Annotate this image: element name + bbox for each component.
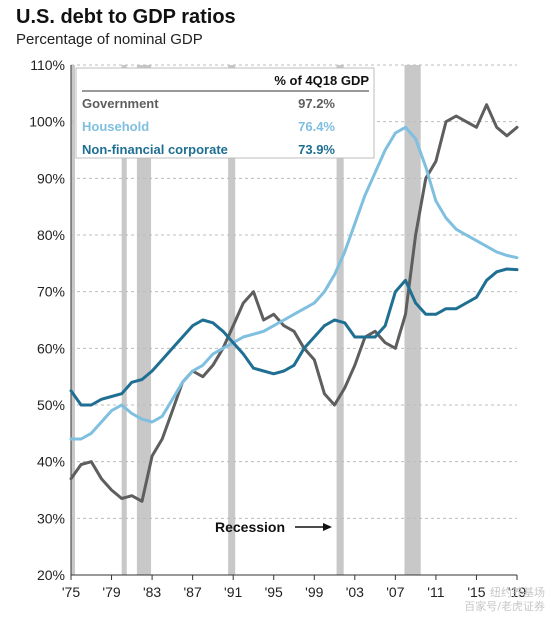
recession-band-1: [121, 65, 127, 575]
x-tick-label: '03: [346, 584, 364, 600]
recession-arrow-icon: [323, 523, 332, 531]
y-tick-label: 70%: [37, 284, 65, 300]
watermark-line-2: 百家号/老虎证券: [464, 600, 545, 613]
y-tick-label: 50%: [37, 397, 65, 413]
legend-label-government: Government: [82, 96, 159, 111]
chart-title: U.S. debt to GDP ratios: [16, 6, 236, 28]
legend-label-household: Household: [82, 119, 149, 134]
axes: 20% 30% 40% 50% 60% 70% 80% 90% 100% 110% '75 '79 '8…: [29, 57, 526, 600]
x-tick-label: '79: [102, 584, 120, 600]
x-tick-label: '87: [184, 584, 202, 600]
x-tick-label: '83: [143, 584, 161, 600]
legend-box: [75, 67, 375, 159]
recession-annotation: Recession: [215, 519, 332, 535]
x-tick-label: '95: [265, 584, 283, 600]
recession-band-2: [136, 65, 152, 575]
y-tick-label: 100%: [29, 114, 65, 130]
chart-subtitle: Percentage of nominal GDP: [16, 31, 203, 48]
legend-label-corporate: Non-financial corporate: [82, 142, 228, 157]
y-tick-label: 90%: [37, 170, 65, 186]
x-tick-label: '11: [427, 584, 444, 600]
recession-label: Recession: [215, 519, 285, 535]
y-tick-label: 20%: [37, 567, 65, 583]
series-line-government: [69, 103, 519, 503]
legend-value-corporate: 73.9%: [298, 142, 335, 157]
x-tick-label: '75: [62, 584, 80, 600]
legend-value-government: 97.2%: [298, 96, 335, 111]
series-line-household: [69, 125, 519, 441]
recession-band-0: [71, 65, 75, 575]
watermark: 纽约养基场 百家号/老虎证券: [464, 586, 545, 614]
x-tick-label: '15: [467, 584, 485, 600]
y-tick-label: 80%: [37, 227, 65, 243]
legend: % of 4Q18 GDP Government 97.2% Household…: [75, 67, 375, 159]
legend-header: % of 4Q18 GDP: [274, 73, 369, 88]
watermark-line-1: 纽约养基场: [490, 586, 545, 599]
y-tick-label: 40%: [37, 454, 65, 470]
x-tick-label: '07: [386, 584, 404, 600]
legend-value-household: 76.4%: [298, 119, 335, 134]
y-tick-label: 60%: [37, 340, 65, 356]
x-tick-label: '99: [305, 584, 323, 600]
y-tick-label: 110%: [30, 57, 65, 73]
series-line-non-financial-corporate: [69, 267, 519, 407]
recession-band-3: [228, 65, 236, 575]
x-tick-label: '19: [508, 584, 526, 600]
x-tick-label: '91: [224, 584, 242, 600]
series-lines: [69, 103, 519, 503]
recession-band-5: [404, 65, 421, 575]
y-tick-label: 30%: [37, 510, 65, 526]
